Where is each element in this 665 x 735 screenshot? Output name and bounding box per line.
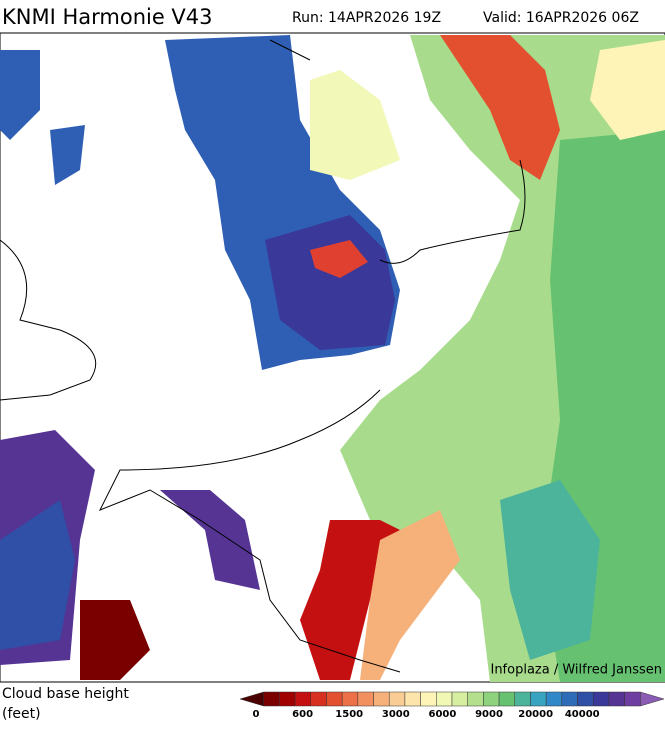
colorbar-segment <box>640 691 665 707</box>
colorbar-segment <box>436 691 453 707</box>
colorbar-segment <box>514 691 531 707</box>
colorbar-segment <box>577 691 594 707</box>
legend-unit: (feet) <box>2 706 41 722</box>
colorbar-segment <box>467 691 484 707</box>
cloud-field <box>0 50 85 185</box>
colorbar-segment <box>373 691 390 707</box>
cloud-field <box>310 240 368 278</box>
colorbar: 0 600 1500 3000 6000 9000 20000 40000 <box>239 691 665 720</box>
map <box>0 32 665 683</box>
colorbar-segment <box>388 691 406 707</box>
cloud-field <box>310 70 400 180</box>
colorbar-segment <box>294 691 312 707</box>
colorbar-label: 1500 <box>335 709 363 720</box>
cloud-field <box>160 490 260 590</box>
colorbar-label: 20000 <box>518 709 553 720</box>
cloud-field <box>440 35 560 180</box>
title: KNMI Harmonie V43 <box>2 5 213 29</box>
colorbar-segment <box>420 691 437 707</box>
colorbar-segment <box>279 691 296 707</box>
colorbar-segment <box>624 691 641 707</box>
colorbar-segment <box>608 691 625 707</box>
colorbar-label: 6000 <box>429 709 457 720</box>
colorbar-segment <box>341 691 359 707</box>
cloud-field <box>500 480 600 660</box>
colorbar-segment <box>530 691 547 707</box>
colorbar-segment <box>498 691 516 707</box>
colorbar-segment <box>239 691 264 707</box>
credit: Infoplaza / Wilfred Janssen <box>490 663 662 678</box>
colorbar-label: 40000 <box>565 709 600 720</box>
run-time: Run: 14APR2026 19Z <box>292 10 441 26</box>
colorbar-segment <box>263 691 280 707</box>
colorbar-segment <box>545 691 563 707</box>
colorbar-label: 0 <box>253 709 260 720</box>
colorbar-segment <box>483 691 500 707</box>
valid-time: Valid: 16APR2026 06Z <box>483 10 639 26</box>
colorbar-segment <box>592 691 610 707</box>
colorbar-segment <box>561 691 578 707</box>
colorbar-segment <box>404 691 421 707</box>
colorbar-label: 3000 <box>382 709 410 720</box>
colorbar-label: 600 <box>292 709 313 720</box>
coastline <box>0 39 526 673</box>
cloud-field <box>590 40 665 140</box>
cloud-field <box>80 600 150 680</box>
cloud-field <box>360 510 460 680</box>
colorbar-label: 9000 <box>475 709 503 720</box>
colorbar-segment <box>310 691 327 707</box>
colorbar-segment <box>451 691 468 707</box>
colorbar-segment <box>326 691 343 707</box>
legend-title: Cloud base height <box>2 686 129 702</box>
cloud-field <box>265 215 395 350</box>
cloud-field <box>0 500 75 650</box>
colorbar-segment <box>357 691 374 707</box>
